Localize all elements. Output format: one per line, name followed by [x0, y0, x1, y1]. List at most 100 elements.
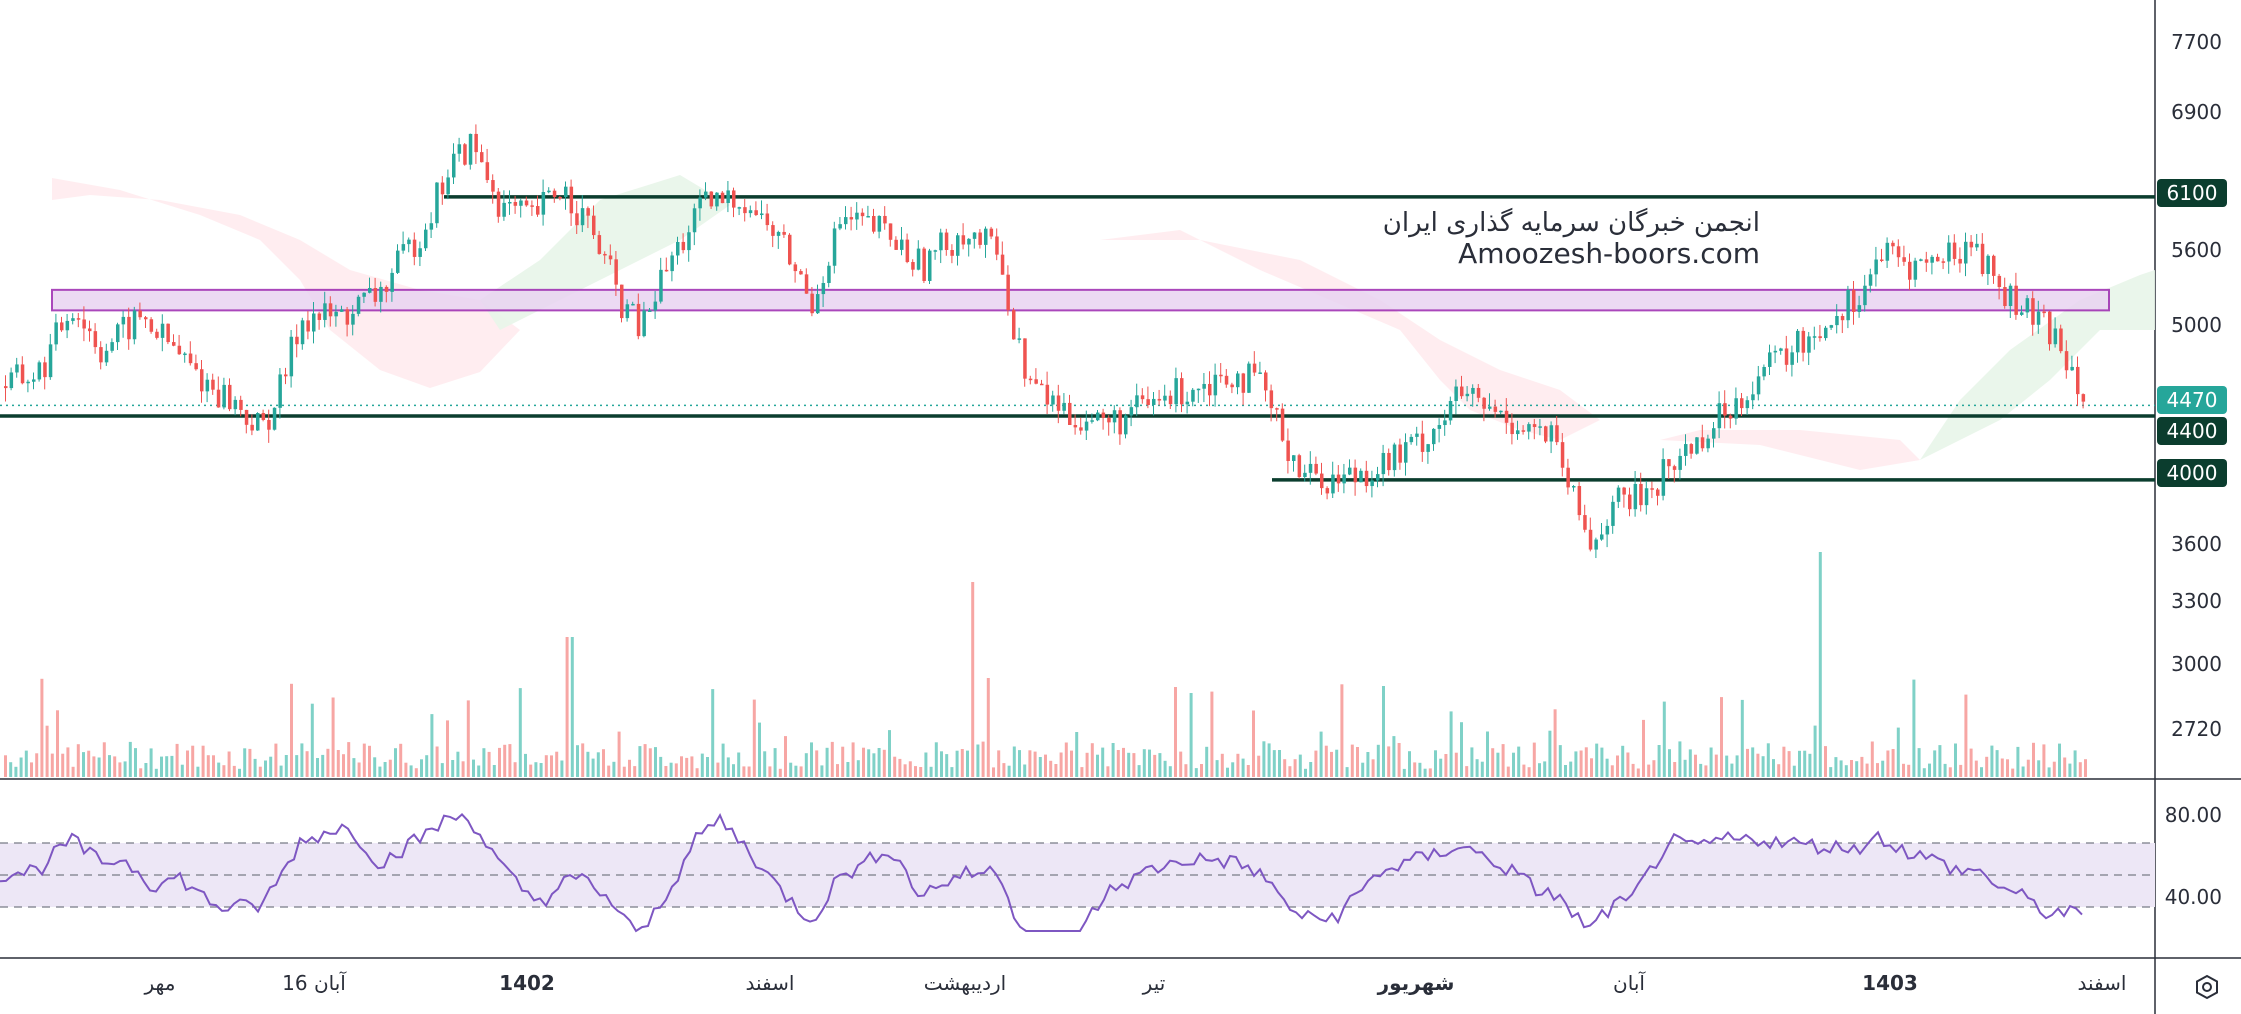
volume-bar [664, 766, 668, 777]
candle-body [1448, 401, 1453, 421]
volume-bar [66, 747, 70, 777]
candle-body [149, 319, 154, 332]
volume-bar [1673, 762, 1677, 777]
candle-body [1852, 289, 1856, 312]
candle-body [289, 336, 294, 377]
time-axis: مهر 16 آبان 1402 اسفند اردیبهشت تیر شهری… [144, 970, 2127, 995]
volume-bar [924, 752, 928, 777]
volume-bar [1657, 745, 1661, 777]
volume-bar [674, 763, 678, 777]
candle-body [278, 374, 282, 408]
candle-body [620, 284, 624, 319]
candle-body [1611, 501, 1615, 526]
candle-body [138, 310, 142, 318]
candle-body [564, 186, 568, 198]
candle-body [1504, 410, 1509, 423]
candle-body [1084, 421, 1089, 431]
volume-bar [836, 764, 839, 777]
candle-body [491, 180, 495, 192]
volume-bar [1200, 764, 1203, 777]
volume-bar [92, 756, 96, 777]
time-label: 1403 [1862, 971, 1918, 995]
volume-bar [238, 768, 241, 777]
volume-bar [305, 751, 309, 777]
candle-body [608, 255, 613, 260]
candle-body [340, 309, 344, 312]
volume-bar [1506, 766, 1510, 777]
volume-bar [1288, 766, 1292, 777]
candle-body [166, 323, 170, 343]
volume-bar [612, 761, 616, 777]
candle-body [771, 225, 775, 236]
volume-bar [1683, 759, 1687, 777]
candle-body [508, 201, 512, 204]
volume-bar [310, 703, 314, 777]
volume-bar [1080, 767, 1084, 777]
time-label: مهر [144, 971, 176, 995]
candle-body [524, 200, 529, 206]
candle-body [1538, 426, 1542, 428]
volume-bar [1959, 764, 1963, 777]
price-badges: 6100 4470 4400 4000 [2157, 179, 2227, 487]
volume-bar [1517, 746, 1521, 777]
candle-body [832, 228, 837, 266]
volume-bar [1028, 750, 1032, 777]
current-price-badge-bg [2157, 386, 2227, 414]
volume-bar [1699, 763, 1703, 777]
candle-body [872, 215, 876, 232]
volume-bar [243, 748, 247, 777]
volume-bar [1252, 710, 1255, 777]
volume-bar [1111, 743, 1115, 777]
volume-bar [180, 764, 184, 777]
candle-body [1521, 430, 1526, 432]
resistance-zone[interactable] [51, 288, 2110, 312]
candle-body [1644, 488, 1649, 506]
candle-body [1185, 401, 1190, 405]
candle-body [1992, 255, 1996, 276]
candle-body [1017, 338, 1022, 340]
candle-body [82, 319, 86, 329]
candle-body [1947, 242, 1951, 262]
candle-body [1068, 402, 1072, 425]
volume-bar [544, 755, 548, 777]
volume-bar [711, 689, 715, 777]
volume-bar [186, 750, 189, 777]
volume-bar [394, 748, 397, 777]
level-badge: 4000 [2167, 461, 2218, 485]
volume-bar [830, 741, 834, 777]
candle-body [104, 350, 109, 363]
volume-bar [1928, 763, 1931, 777]
candle-body [1493, 406, 1498, 412]
volume-bar [1418, 762, 1422, 777]
volume-bar [1907, 764, 1911, 777]
settings-hexagon-icon[interactable] [2188, 968, 2226, 1006]
price-tick: 5000 [2171, 313, 2222, 337]
volume-bar [1444, 754, 1448, 777]
candle-body [1247, 363, 1251, 393]
candle-body [121, 316, 126, 325]
candle-body [1874, 259, 1878, 275]
rsi-tick: 40.00 [2165, 885, 2222, 909]
volume-bar [643, 744, 647, 777]
volume-bar [1012, 746, 1016, 777]
volume-bar [862, 747, 865, 777]
candle-body [569, 186, 574, 214]
candle-body [1555, 425, 1559, 443]
candle-body [468, 133, 473, 165]
volume-bar [726, 757, 730, 777]
volume-bar [300, 743, 304, 777]
candle-body [194, 363, 198, 370]
candle-body [1661, 459, 1666, 496]
volume-bar [2000, 758, 2004, 777]
volume-bar [1241, 758, 1245, 777]
volume-bar [1902, 763, 1905, 777]
volume-bar [1220, 753, 1224, 777]
volume-bar [290, 683, 293, 777]
volume-bar [1574, 751, 1578, 777]
volume-bar [1688, 749, 1692, 777]
volume-bar [706, 757, 709, 777]
candle-body [1012, 310, 1016, 340]
volume-bar [2026, 759, 2030, 777]
volume-bar [1922, 768, 1926, 777]
